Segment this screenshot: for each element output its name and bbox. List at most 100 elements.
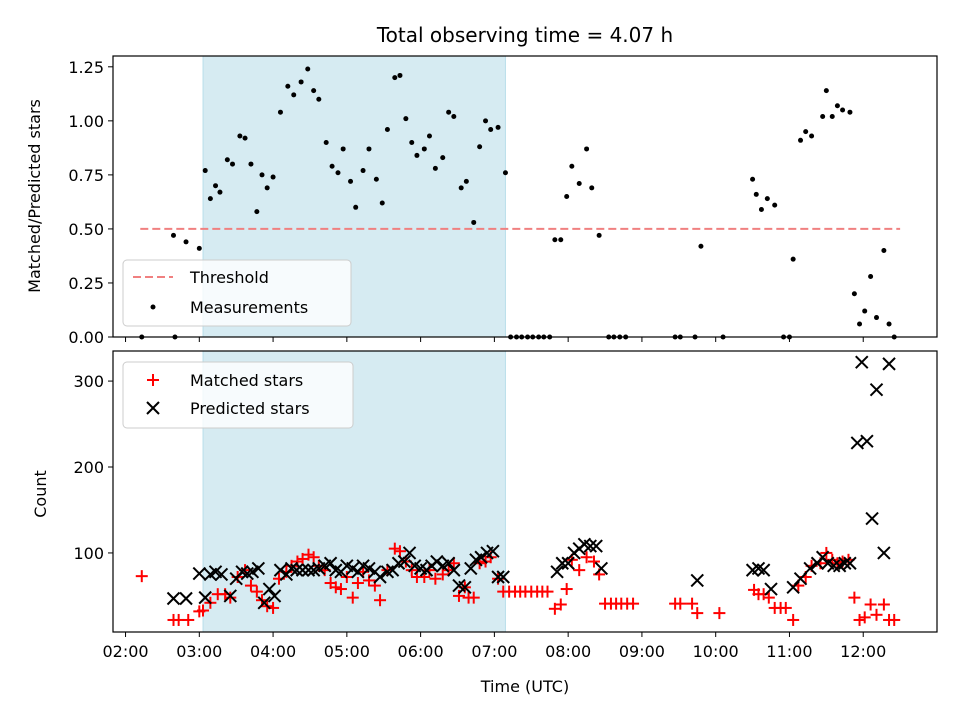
predicted-star-point [555,556,569,570]
measurement-point [569,163,575,169]
measurement-point [851,291,857,297]
matched-star-point [853,613,866,626]
matched-star-point [388,542,401,555]
measurement-point [285,83,291,89]
measurement-point [360,168,366,174]
predicted-star-point [561,556,575,570]
predicted-star-point [756,563,771,577]
matched-star-point [713,607,726,620]
legend-measurements-swatch [150,304,156,310]
measurement-point [790,256,796,262]
measurement-point [881,248,887,254]
measurement-point [329,163,335,169]
bottom-panel-frame [112,350,938,633]
predicted-star-point [441,556,456,570]
top-y-tick-label: 0.50 [68,220,104,239]
measurement-point [384,126,390,132]
measurement-point [353,204,359,210]
predicted-star-point [550,565,564,579]
top-panel: 0.00 0.25 0.50 0.75 1.00 1.25 Matched/Predict… [25,55,938,347]
measurement-point [305,66,311,72]
measurement-point [857,321,863,327]
matched-star-point [779,601,792,614]
matched-star-point [888,613,901,626]
measurement-point [483,118,489,124]
predicted-star-point [803,561,817,576]
top-panel-frame [112,55,938,338]
measurement-point [495,124,501,130]
measurement-point [750,176,756,182]
matched-star-point [307,551,320,564]
matched-star-point [196,604,209,617]
predicted-star-point [882,357,896,371]
measurement-point [440,155,446,161]
measurement-point [237,133,243,139]
matched-star-point [787,613,800,626]
predicted-star-point [583,539,597,553]
measurement-point [254,209,260,215]
measurement-point [868,273,874,279]
measurement-point [558,237,564,243]
predicted-star-point [430,554,444,569]
predicted-star-point [690,573,704,588]
matched-star-point [182,613,195,626]
measurement-point [589,185,595,191]
measurement-point [798,137,804,143]
matched-star-point [686,597,699,610]
measurement-point [834,103,840,109]
predicted-star-point [166,591,181,606]
legend-matched-swatch [147,374,159,386]
x-tick-label: 12:00 [840,642,886,661]
predicted-star-point [397,554,412,569]
measurement-point [552,237,558,243]
measurement-point [277,109,283,115]
top-legend-box [122,259,352,327]
measurement-point [451,114,457,120]
measurement-point [366,146,372,152]
matched-star-point [870,608,883,621]
measurement-point [753,191,759,197]
measurement-point [259,172,265,178]
measurement-point [170,232,176,238]
measurement-point [316,96,322,102]
measurement-point [847,109,853,115]
matched-star-point [244,579,257,592]
legend-threshold-label: Threshold [189,268,269,287]
measurement-point [576,181,582,187]
measurement-point [207,196,213,202]
top-legend: Threshold Measurements [122,259,352,327]
legend-predicted-label: Predicted stars [190,399,310,418]
measurement-point [291,92,297,98]
measurement-point [862,308,868,314]
matched-star-point [762,591,775,604]
measurement-point [340,146,346,152]
legend-matched-label: Matched stars [190,371,303,390]
matched-star-point [351,577,364,590]
matched-star-point [674,597,687,610]
measurement-point [373,176,379,182]
chart-title: Total observing time = 4.07 h [376,23,673,47]
top-y-tick-label: 1.25 [68,58,104,77]
measurement-point [217,189,223,195]
predicted-star-point [323,556,338,570]
x-axis-label: Time (UTC) [480,677,569,696]
matched-star-point [627,597,640,610]
predicted-star-point [458,580,472,595]
matched-star-point [429,572,442,585]
predicted-star-point [843,556,857,570]
x-tick-label: 05:00 [324,642,370,661]
predicted-star-point [262,582,277,596]
measurement-point [874,315,880,321]
x-tick-label: 09:00 [619,642,665,661]
measurement-point [803,129,809,135]
measurement-point [764,196,770,202]
measurement-point [213,183,219,189]
x-tick-label: 04:00 [250,642,296,661]
measurement-point [335,170,341,176]
measurement-point [840,107,846,113]
bottom-legend: Matched stars Predicted stars [122,361,354,429]
predicted-star-point [496,570,510,584]
measurement-point [564,194,570,199]
measurement-point [183,239,189,245]
predicted-star-point [447,563,461,577]
